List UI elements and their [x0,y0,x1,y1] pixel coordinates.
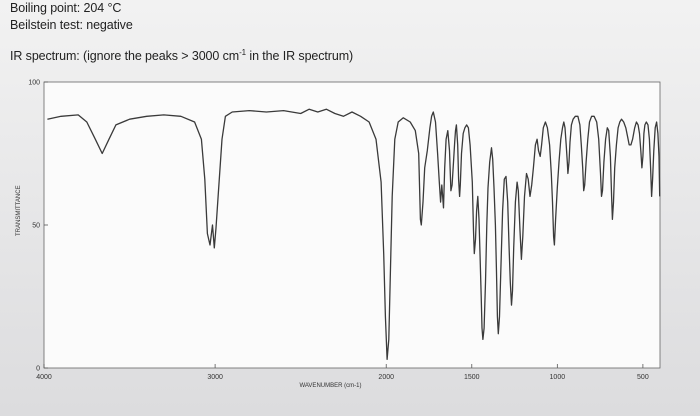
y-tick-label: 0 [36,366,40,373]
x-tick-label: 4000 [36,374,52,381]
ir-caption-superscript: -1 [239,48,247,57]
plot-area [43,81,661,369]
ir-caption-start: IR spectrum: (ignore the peaks > 3000 cm [10,49,240,64]
y-axis-title: TRANSMITTANCE [16,185,22,236]
x-tick-label: 1500 [464,374,480,381]
x-tick-label: 3000 [207,374,223,381]
x-tick-label: 2000 [378,374,394,381]
x-tick-label: 500 [637,374,649,381]
beilstein-test-text: Beilstein test: negative [10,18,133,32]
boiling-point-text: Boiling point: 204 °C [10,1,122,15]
spectrum-series [47,108,661,361]
y-tick-label: 100 [28,80,40,87]
spectrum-line [47,108,661,361]
ir-caption-end: in the IR spectrum) [246,49,354,64]
ir-spectrum-caption: IR spectrum: (ignore the peaks > 3000 cm… [10,48,353,63]
x-axis-title: WAVENUMBER (cm-1) [299,383,361,389]
x-tick-label: 1000 [550,374,566,381]
y-tick-label: 50 [32,223,40,230]
